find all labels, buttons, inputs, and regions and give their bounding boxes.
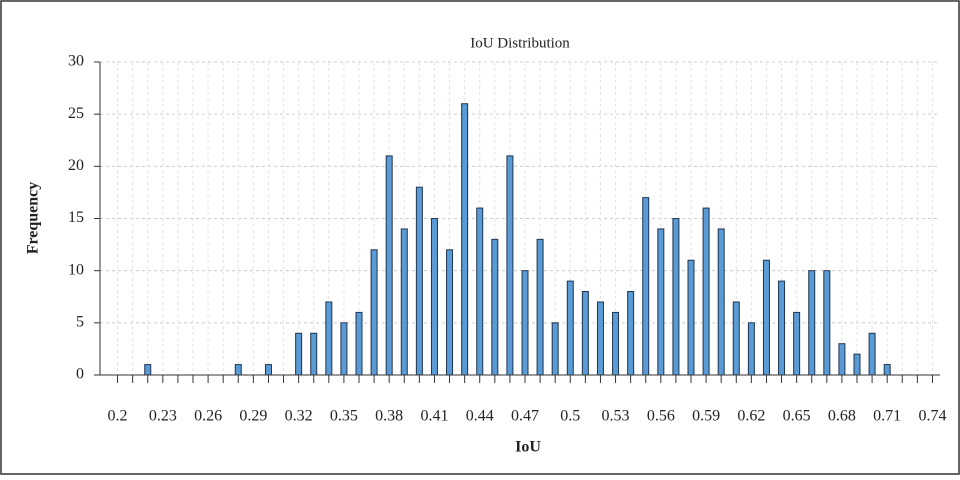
bar: [355, 311, 363, 376]
bar: [702, 207, 710, 376]
bar: [717, 228, 725, 376]
bar: [234, 364, 242, 376]
bar: [762, 259, 770, 376]
x-tick-label: 0.59: [692, 408, 720, 425]
bar: [385, 155, 393, 376]
bar: [808, 270, 816, 376]
x-tick-label: 0.26: [194, 408, 222, 425]
bar: [415, 186, 423, 376]
x-tick-label: 0.74: [918, 408, 946, 425]
bar: [778, 280, 786, 376]
bar: [672, 218, 680, 376]
bar: [325, 301, 333, 376]
bar: [747, 322, 755, 376]
x-tick-label: 0.32: [285, 408, 313, 425]
bar: [340, 322, 348, 376]
bar: [370, 249, 378, 376]
y-tick-label: 10: [68, 261, 84, 278]
bar: [264, 364, 272, 376]
bar: [144, 364, 152, 376]
bar: [476, 207, 484, 376]
x-tick-label: 0.2: [108, 408, 128, 425]
x-tick-label: 0.44: [466, 408, 494, 425]
y-tick-label: 15: [68, 209, 84, 226]
bar: [883, 364, 891, 376]
bar: [566, 280, 574, 376]
bar: [295, 332, 303, 376]
bar: [868, 332, 876, 376]
bar: [612, 311, 620, 376]
x-tick-label: 0.23: [149, 408, 177, 425]
x-tick-label: 0.38: [375, 408, 403, 425]
bar: [581, 291, 589, 376]
y-tick-label: 5: [76, 314, 84, 331]
x-tick-label: 0.35: [330, 408, 358, 425]
bar: [642, 197, 650, 376]
bar: [793, 311, 801, 376]
x-tick-label: 0.68: [828, 408, 856, 425]
bar: [657, 228, 665, 376]
bar: [506, 155, 514, 376]
x-tick-label: 0.56: [647, 408, 675, 425]
x-tick-label: 0.62: [737, 408, 765, 425]
bar: [596, 301, 604, 376]
bar: [838, 343, 846, 376]
bar: [446, 249, 454, 376]
bar: [536, 238, 544, 376]
bar: [461, 103, 469, 376]
y-axis-label: Frequency: [25, 182, 42, 255]
x-tick-label: 0.53: [602, 408, 630, 425]
bar: [430, 218, 438, 376]
x-tick-label: 0.5: [560, 408, 580, 425]
x-axis-label: IoU: [515, 439, 541, 456]
bar: [491, 238, 499, 376]
bar: [732, 301, 740, 376]
bar: [853, 353, 861, 376]
x-tick-label: 0.41: [420, 408, 448, 425]
bar: [627, 291, 635, 376]
bar: [823, 270, 831, 376]
y-tick-label: 30: [68, 53, 84, 70]
x-tick-label: 0.71: [873, 408, 901, 425]
y-tick-label: 0: [76, 366, 84, 383]
chart-title: IoU Distribution: [470, 35, 570, 51]
bar: [551, 322, 559, 376]
y-tick-label: 20: [68, 157, 84, 174]
bar: [400, 228, 408, 376]
bar: [687, 259, 695, 376]
bar: [521, 270, 529, 376]
x-tick-label: 0.65: [783, 408, 811, 425]
x-tick-label: 0.29: [239, 408, 267, 425]
bar: [310, 332, 318, 376]
x-tick-label: 0.47: [511, 408, 539, 425]
y-tick-label: 25: [68, 105, 84, 122]
